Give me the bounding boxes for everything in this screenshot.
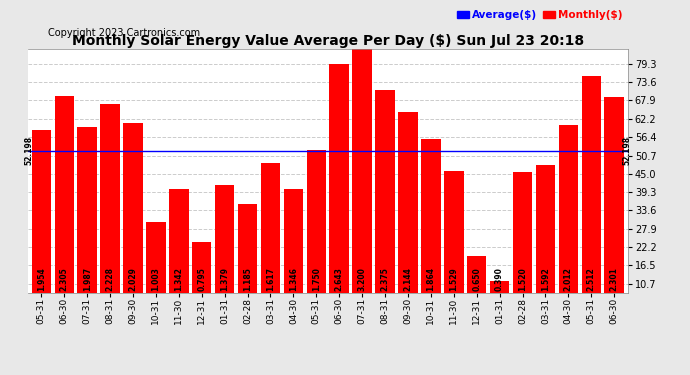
Text: 2.375: 2.375 — [380, 267, 390, 291]
Text: 3.200: 3.200 — [357, 267, 366, 291]
Text: 1.520: 1.520 — [518, 267, 527, 291]
Text: 1.954: 1.954 — [37, 267, 46, 291]
Bar — [604, 97, 624, 318]
Title: Monthly Solar Energy Value Average Per Day ($) Sun Jul 23 20:18: Monthly Solar Energy Value Average Per D… — [72, 34, 584, 48]
Bar — [306, 150, 326, 318]
Bar — [467, 256, 486, 318]
Bar — [100, 104, 120, 318]
Text: 1.592: 1.592 — [541, 267, 550, 291]
Bar — [55, 96, 74, 318]
Bar — [375, 90, 395, 318]
Text: 1.617: 1.617 — [266, 267, 275, 291]
Text: 2.029: 2.029 — [128, 267, 137, 291]
Bar — [261, 163, 280, 318]
Bar — [169, 189, 188, 318]
Bar — [77, 127, 97, 318]
Bar — [559, 124, 578, 318]
Text: 0.390: 0.390 — [495, 267, 504, 291]
Bar — [421, 139, 441, 318]
Bar — [215, 186, 235, 318]
Text: 1.379: 1.379 — [220, 267, 229, 291]
Text: 1.185: 1.185 — [243, 267, 252, 291]
Text: 2.305: 2.305 — [60, 267, 69, 291]
Bar — [32, 130, 51, 318]
Text: 2.512: 2.512 — [586, 267, 595, 291]
Text: 1.987: 1.987 — [83, 267, 92, 291]
Text: 1.342: 1.342 — [175, 267, 184, 291]
Bar — [535, 165, 555, 318]
Text: 2.012: 2.012 — [564, 267, 573, 291]
Bar — [582, 76, 601, 318]
Text: 0.650: 0.650 — [472, 267, 481, 291]
Text: 1.346: 1.346 — [289, 267, 298, 291]
Bar — [284, 189, 303, 318]
Text: 2.228: 2.228 — [106, 267, 115, 291]
Legend: Average($), Monthly($): Average($), Monthly($) — [457, 10, 622, 20]
Text: 2.144: 2.144 — [404, 267, 413, 291]
Bar — [513, 172, 532, 318]
Text: 1.529: 1.529 — [449, 267, 458, 291]
Bar — [329, 64, 349, 318]
Text: 2.643: 2.643 — [335, 267, 344, 291]
Text: Copyright 2023 Cartronics.com: Copyright 2023 Cartronics.com — [48, 28, 200, 38]
Bar — [353, 10, 372, 318]
Bar — [238, 204, 257, 318]
Bar — [146, 222, 166, 318]
Text: 1.864: 1.864 — [426, 267, 435, 291]
Text: 0.795: 0.795 — [197, 267, 206, 291]
Text: 1.003: 1.003 — [151, 267, 160, 291]
Bar — [192, 242, 211, 318]
Text: 52.198: 52.198 — [24, 136, 33, 165]
Bar — [490, 280, 509, 318]
Text: 2.301: 2.301 — [610, 267, 619, 291]
Bar — [124, 123, 143, 318]
Bar — [444, 171, 464, 318]
Text: 1.750: 1.750 — [312, 267, 321, 291]
Bar — [398, 112, 417, 318]
Text: 52.198: 52.198 — [622, 136, 631, 165]
